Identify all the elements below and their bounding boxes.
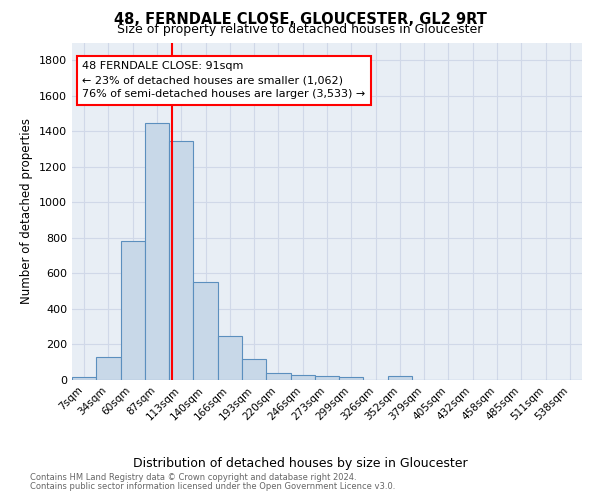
- Y-axis label: Number of detached properties: Number of detached properties: [20, 118, 34, 304]
- Bar: [266, 373, 290, 380]
- Bar: [218, 336, 242, 380]
- Bar: [169, 141, 193, 380]
- Bar: [145, 124, 169, 380]
- Text: 48, FERNDALE CLOSE, GLOUCESTER, GL2 9RT: 48, FERNDALE CLOSE, GLOUCESTER, GL2 9RT: [113, 12, 487, 28]
- Text: Size of property relative to detached houses in Gloucester: Size of property relative to detached ho…: [118, 22, 482, 36]
- Bar: [388, 376, 412, 380]
- Text: 48 FERNDALE CLOSE: 91sqm
← 23% of detached houses are smaller (1,062)
76% of sem: 48 FERNDALE CLOSE: 91sqm ← 23% of detach…: [82, 61, 365, 99]
- Bar: [121, 242, 145, 380]
- Bar: [339, 378, 364, 380]
- Text: Contains HM Land Registry data © Crown copyright and database right 2024.: Contains HM Land Registry data © Crown c…: [30, 473, 356, 482]
- Bar: [96, 357, 121, 380]
- Bar: [315, 376, 339, 380]
- Text: Contains public sector information licensed under the Open Government Licence v3: Contains public sector information licen…: [30, 482, 395, 491]
- Bar: [290, 374, 315, 380]
- Bar: [242, 359, 266, 380]
- Bar: [193, 282, 218, 380]
- Text: Distribution of detached houses by size in Gloucester: Distribution of detached houses by size …: [133, 458, 467, 470]
- Bar: [72, 378, 96, 380]
